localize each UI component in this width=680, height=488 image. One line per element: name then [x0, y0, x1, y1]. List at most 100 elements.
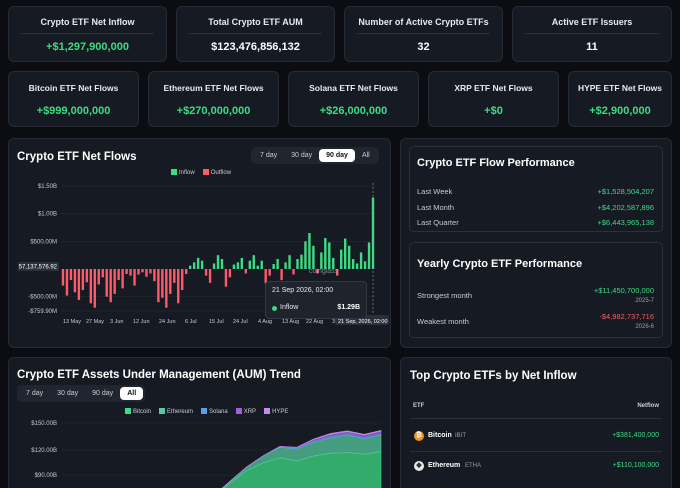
outflow-bar	[181, 269, 184, 291]
inflow-bar	[324, 238, 327, 269]
stat-card-net-inflow: Crypto ETF Net Inflow +$1,297,900,000	[8, 6, 167, 62]
range-90-day[interactable]: 90 day	[319, 149, 355, 162]
aum-title: Crypto ETF Assets Under Management (AUM)…	[17, 369, 301, 381]
stat-divider	[525, 33, 659, 34]
stat-value: +$270,000,000	[176, 105, 251, 117]
range-all[interactable]: All	[361, 152, 370, 159]
net-flows-range-selector: 7 day 30 day 90 day All	[251, 147, 379, 164]
x-tick-label: 13 Aug	[282, 319, 299, 325]
stat-value: +$999,000,000	[36, 105, 111, 117]
outflow-bar	[93, 269, 96, 308]
outflow-bar	[141, 269, 144, 273]
aum-area-solana	[222, 433, 382, 488]
x-tick-label: 3 Jun	[110, 319, 123, 325]
table-row[interactable]: ₿ Bitcoin IBIT +$381,400,000	[401, 424, 671, 448]
row-value-last-month: +$4,202,587,896	[597, 203, 654, 212]
stat-divider	[357, 33, 490, 34]
legend-outflow[interactable]: Outflow	[202, 169, 231, 176]
legend-hype[interactable]: HYPE	[264, 408, 288, 415]
top-etfs-title: Top Crypto ETFs by Net Inflow	[410, 370, 577, 382]
inflow-bar	[312, 245, 315, 269]
stat-card-total-aum: Total Crypto ETF AUM $123,476,856,132	[176, 6, 335, 62]
outflow-bar	[125, 269, 128, 274]
outflow-bar	[204, 269, 208, 276]
inflow-bar	[220, 259, 224, 269]
outflow-bar	[316, 269, 319, 274]
x-tick-label: 13 May	[63, 319, 81, 325]
legend-swatch	[159, 408, 166, 414]
inflow-bar	[347, 245, 351, 269]
range-7-day[interactable]: 7 day	[26, 390, 44, 397]
legend-xrp[interactable]: XRP	[235, 408, 256, 415]
inflow-bar	[355, 263, 359, 269]
stat-value: +$0	[484, 105, 503, 117]
stat-value: $123,476,856,132	[211, 41, 300, 53]
row-value-last-quarter: +$6,443,965,138	[597, 218, 654, 227]
inflow-bar	[296, 259, 299, 269]
flow-card-xrp: XRP ETF Net Flows +$0	[428, 71, 559, 127]
outflow-bar	[208, 269, 212, 283]
row-label-last-month: Last Month	[417, 203, 455, 212]
inflow-bar	[284, 262, 287, 269]
stat-title: Ethereum ETF Net Flows	[163, 83, 264, 93]
aum-chart[interactable]: $150.00B $120.00B $90.00B	[9, 358, 392, 488]
legend-swatch	[264, 408, 271, 414]
stat-title: Total Crypto ETF AUM	[208, 17, 303, 27]
outflow-bar	[81, 269, 85, 291]
etf-name: Ethereum	[428, 462, 461, 469]
outflow-bar	[113, 269, 116, 294]
inflow-bar	[276, 259, 279, 269]
outflow-bar	[161, 269, 164, 298]
outflow-bar	[77, 269, 81, 300]
x-tick-label: 15 Jul	[209, 319, 224, 325]
inflow-bar	[240, 257, 244, 269]
table-divider	[410, 451, 662, 452]
etf-ticker: IBIT	[455, 433, 467, 439]
x-tick-label: 22 Aug	[306, 319, 323, 325]
stat-title: HYPE ETF Net Flows	[577, 83, 663, 93]
y-tick-label: $1.00B	[38, 212, 57, 218]
net-flows-panel: Crypto ETF Net Flows 7 day 30 day 90 day…	[8, 138, 391, 348]
legend-bitcoin[interactable]: Bitcoin	[125, 408, 151, 415]
range-all[interactable]: All	[120, 387, 144, 400]
stat-title: Active ETF Issuers	[551, 17, 633, 27]
range-30-day[interactable]: 30 day	[57, 390, 79, 397]
range-7-day[interactable]: 7 day	[260, 152, 278, 159]
flow-card-bitcoin: Bitcoin ETF Net Flows +$999,000,000	[8, 71, 139, 127]
col-header-etf[interactable]: ETF	[413, 403, 425, 409]
legend-inflow[interactable]: Inflow	[171, 169, 195, 176]
outflow-bar	[169, 269, 172, 294]
outflow-bar	[61, 269, 65, 286]
net-flows-legend: Inflow Outflow	[171, 169, 231, 176]
inflow-bar	[252, 255, 255, 269]
outflow-bar	[117, 269, 120, 281]
etf-name: Bitcoin	[428, 432, 452, 439]
table-row[interactable]: ◆ Ethereum ETHA +$110,100,000	[401, 454, 671, 478]
stat-title: Bitcoin ETF Net Flows	[28, 83, 119, 93]
flow-performance-title: Crypto ETF Flow Performance	[417, 157, 575, 169]
legend-ethereum[interactable]: Ethereum	[159, 408, 193, 415]
col-header-netflow[interactable]: Netflow	[637, 403, 659, 409]
x-tick-label: 4 Aug	[258, 319, 272, 325]
legend-solana[interactable]: Solana	[201, 408, 228, 415]
outflow-bar	[97, 269, 100, 285]
inflow-bar	[196, 257, 200, 269]
row-label-last-week: Last Week	[417, 187, 453, 196]
legend-label: Ethereum	[167, 409, 194, 415]
tooltip-date: 21 Sep 2026, 02:00	[272, 287, 334, 294]
inflow-bar	[260, 260, 263, 269]
flow-performance-card: Crypto ETF Flow Performance Last Week +$…	[409, 146, 663, 232]
etf-netflow: +$110,100,000	[612, 462, 659, 469]
inflow-bar	[192, 262, 196, 269]
inflow-bar	[343, 238, 347, 269]
inflow-bar	[359, 252, 363, 269]
outflow-bar	[165, 269, 168, 308]
outflow-bar	[133, 269, 136, 286]
strongest-month-date: 2025-7	[635, 298, 654, 304]
range-90-day[interactable]: 90 day	[92, 390, 114, 397]
table-divider	[410, 418, 662, 419]
stat-value: +$26,000,000	[319, 105, 388, 117]
inflow-bar	[351, 259, 355, 269]
range-30-day[interactable]: 30 day	[291, 152, 313, 159]
x-tick-label: 24 Jul	[233, 319, 248, 325]
